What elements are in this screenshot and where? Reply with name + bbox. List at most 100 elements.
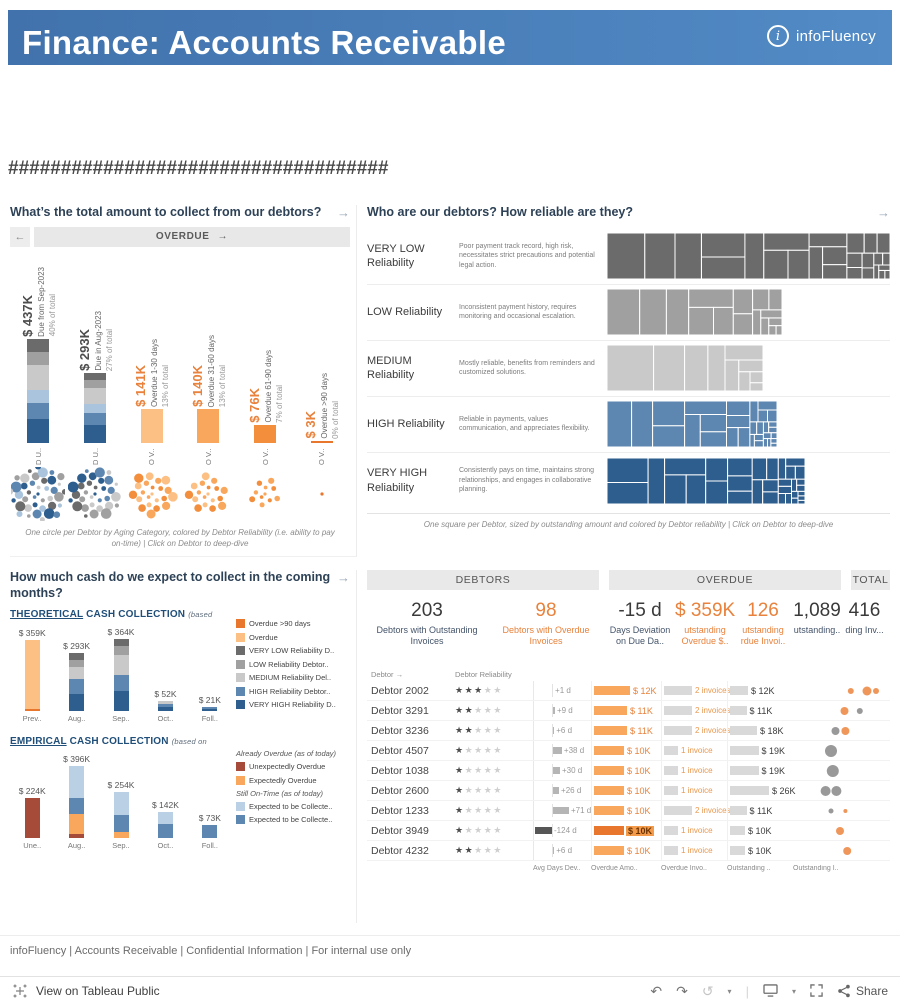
replay-caret-icon[interactable]: ▾ bbox=[727, 986, 732, 996]
debtor-circle[interactable] bbox=[161, 475, 170, 485]
debtor-circle[interactable] bbox=[16, 510, 23, 517]
debtor-square[interactable] bbox=[763, 232, 810, 251]
debtor-circle[interactable] bbox=[135, 495, 142, 502]
legend-item[interactable]: VERY LOW Reliability D.. bbox=[236, 646, 350, 656]
debtor-square[interactable] bbox=[749, 421, 758, 436]
debtor-bubble-cluster[interactable] bbox=[125, 467, 179, 521]
debtor-circle[interactable] bbox=[22, 495, 29, 502]
debtor-circle[interactable] bbox=[53, 511, 61, 518]
debtor-circle[interactable] bbox=[79, 495, 86, 502]
debtor-circle[interactable] bbox=[100, 507, 112, 519]
redo-icon[interactable]: ↷ bbox=[676, 983, 688, 999]
debtor-name[interactable]: Debtor 4507 bbox=[371, 744, 429, 757]
debtor-square[interactable] bbox=[674, 232, 702, 280]
legend-item[interactable]: Expected to be Collecte.. bbox=[236, 801, 350, 811]
replay-icon[interactable]: ↺ bbox=[701, 983, 714, 999]
cash-stacked-bar[interactable] bbox=[24, 640, 40, 712]
debtor-square[interactable] bbox=[878, 264, 891, 272]
cash-bar-column[interactable]: $ 142K Oct.. bbox=[143, 800, 187, 851]
debtor-square[interactable] bbox=[861, 252, 875, 269]
debtor-circle[interactable] bbox=[249, 495, 256, 502]
aging-stacked-bar[interactable] bbox=[84, 372, 106, 443]
debtor-treemap[interactable] bbox=[606, 344, 890, 392]
debtor-square[interactable] bbox=[749, 382, 764, 392]
debtor-circle[interactable] bbox=[47, 475, 57, 485]
debtor-square[interactable] bbox=[631, 400, 653, 448]
debtor-circle[interactable] bbox=[44, 507, 55, 519]
debtor-square[interactable] bbox=[768, 325, 777, 336]
cash-stacked-bar[interactable] bbox=[113, 792, 129, 839]
debtor-square[interactable] bbox=[873, 264, 880, 280]
legend-item[interactable]: Overdue >90 days bbox=[236, 619, 350, 629]
debtor-square[interactable] bbox=[652, 425, 686, 448]
debtor-square[interactable] bbox=[762, 491, 779, 505]
debtor-square[interactable] bbox=[606, 344, 655, 392]
debtor-name[interactable]: Debtor 2600 bbox=[371, 784, 429, 797]
debtor-square[interactable] bbox=[606, 457, 649, 483]
aging-stacked-bar[interactable] bbox=[197, 409, 220, 443]
debtor-circle[interactable] bbox=[27, 513, 31, 518]
debtor-square[interactable] bbox=[751, 457, 768, 480]
debtor-square[interactable] bbox=[749, 400, 759, 423]
debtor-square[interactable] bbox=[796, 478, 806, 486]
debtor-square[interactable] bbox=[606, 288, 641, 336]
debtor-square[interactable] bbox=[762, 478, 779, 493]
debtor-treemap[interactable] bbox=[606, 288, 890, 336]
debtor-circle[interactable] bbox=[77, 473, 87, 483]
debtor-square[interactable] bbox=[705, 480, 729, 505]
debtor-square[interactable] bbox=[665, 288, 690, 336]
debtor-square[interactable] bbox=[727, 457, 753, 477]
aging-category-column[interactable]: $ 140K Overdue 31-60 days 13% of total O V.… bbox=[180, 249, 237, 521]
debtor-circle[interactable] bbox=[267, 497, 272, 503]
cash-stacked-bar[interactable] bbox=[69, 653, 85, 712]
debtor-circle[interactable] bbox=[54, 491, 65, 502]
debtor-square[interactable] bbox=[705, 457, 729, 482]
debtor-row[interactable]: Debtor 3949 ★★★★★ -124 d $ 10K 1 invoice $ 10… bbox=[367, 821, 890, 841]
debtor-circle[interactable] bbox=[263, 492, 267, 496]
debtor-bubble-cluster[interactable] bbox=[295, 467, 349, 521]
debtor-square[interactable] bbox=[688, 288, 734, 309]
debtor-row[interactable]: Debtor 1038 ★★★★★ +30 d $ 10K 1 invoice $ 19K bbox=[367, 761, 890, 781]
debtor-square[interactable] bbox=[726, 415, 751, 429]
aging-category-column[interactable]: $ 141K Overdue 1-30 days 13% of total O V.. bbox=[123, 249, 180, 521]
debtor-circle[interactable] bbox=[11, 487, 14, 495]
debtor-circle[interactable] bbox=[68, 497, 73, 503]
debtor-circle[interactable] bbox=[263, 485, 268, 490]
debtor-square[interactable] bbox=[822, 246, 848, 266]
debtor-circle[interactable] bbox=[81, 503, 89, 512]
debtor-name[interactable]: Debtor 1038 bbox=[371, 764, 429, 777]
debtor-circle[interactable] bbox=[38, 467, 49, 478]
cash-stacked-bar[interactable] bbox=[157, 700, 173, 712]
debtor-square[interactable] bbox=[770, 432, 778, 440]
debtor-circle[interactable] bbox=[164, 486, 172, 494]
debtor-circle[interactable] bbox=[11, 481, 22, 493]
cash-stacked-bar[interactable] bbox=[202, 824, 218, 839]
debtor-square[interactable] bbox=[606, 232, 646, 280]
debtor-circle[interactable] bbox=[259, 502, 265, 508]
debtor-bubble-cluster[interactable] bbox=[68, 467, 122, 521]
debtor-circle[interactable] bbox=[150, 485, 155, 490]
debtor-circle[interactable] bbox=[71, 490, 81, 499]
share-button[interactable]: Share bbox=[837, 984, 888, 998]
debtor-square[interactable] bbox=[757, 400, 778, 411]
cash-stacked-bar[interactable] bbox=[113, 639, 129, 712]
debtor-circle[interactable] bbox=[48, 501, 57, 510]
debtor-circle[interactable] bbox=[320, 492, 324, 496]
debtor-circle[interactable] bbox=[32, 509, 42, 519]
debtor-square[interactable] bbox=[791, 497, 799, 505]
debtor-circle[interactable] bbox=[41, 497, 46, 503]
debtor-circle[interactable] bbox=[145, 472, 154, 480]
debtor-square[interactable] bbox=[749, 371, 764, 384]
debtor-circle[interactable] bbox=[197, 489, 202, 495]
debtor-square[interactable] bbox=[664, 474, 687, 505]
debtor-circle[interactable] bbox=[84, 468, 89, 473]
debtor-square[interactable] bbox=[762, 432, 772, 440]
debtor-circle[interactable] bbox=[11, 497, 17, 503]
debtor-circle[interactable] bbox=[21, 482, 28, 490]
debtor-square[interactable] bbox=[688, 307, 714, 336]
debtor-treemap[interactable] bbox=[606, 457, 890, 505]
debtor-square[interactable] bbox=[647, 457, 665, 505]
debtor-square[interactable] bbox=[737, 427, 751, 448]
debtor-square[interactable] bbox=[724, 359, 740, 392]
debtor-circle[interactable] bbox=[256, 480, 263, 486]
